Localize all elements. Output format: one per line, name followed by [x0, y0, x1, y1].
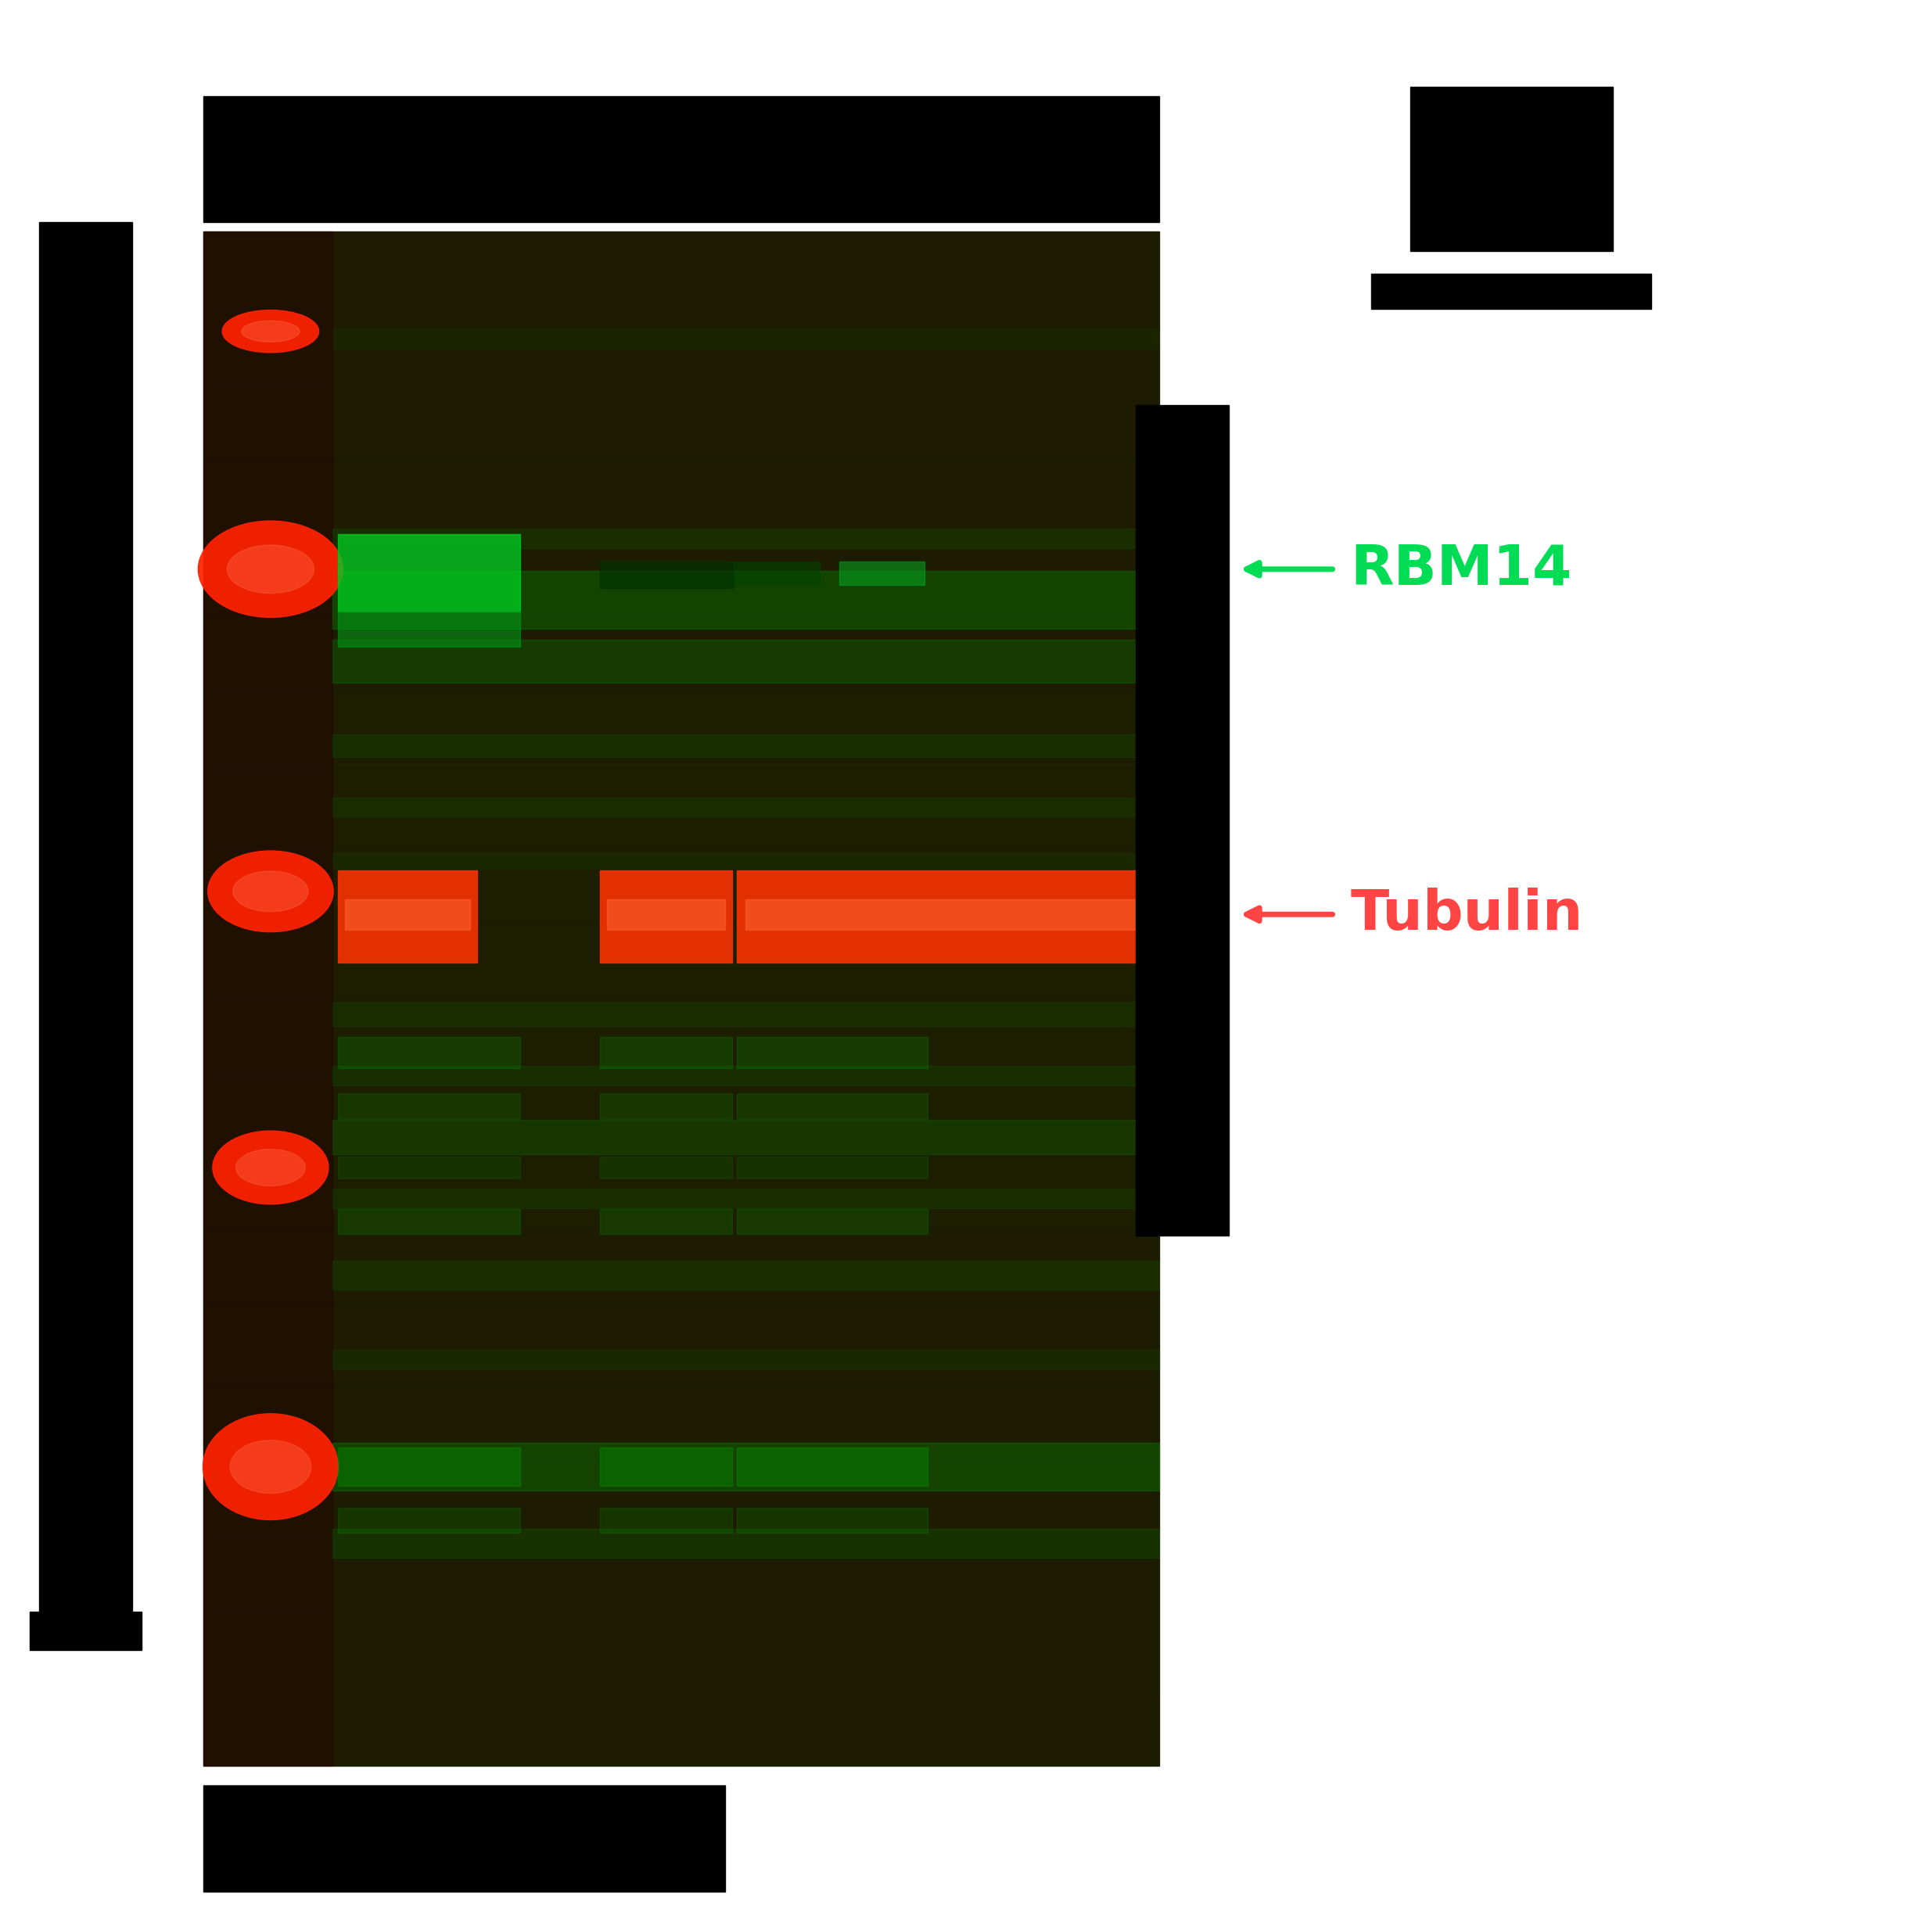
Bar [601, 1156, 732, 1177]
Bar [203, 616, 1159, 693]
Bar [338, 612, 520, 647]
Bar [338, 1156, 520, 1177]
Bar [1410, 87, 1613, 251]
Bar [203, 232, 332, 1766]
Bar [601, 562, 734, 589]
Bar [203, 386, 1159, 461]
Bar [332, 853, 1159, 868]
Bar [203, 693, 1159, 768]
Bar [601, 1507, 732, 1532]
Bar [332, 1002, 1159, 1025]
Bar [736, 870, 1159, 963]
Bar [203, 1229, 1159, 1305]
Bar [601, 1208, 732, 1233]
Ellipse shape [228, 544, 315, 593]
Bar [601, 870, 732, 963]
Bar [736, 1036, 927, 1067]
Bar [838, 562, 925, 585]
Bar [203, 232, 1159, 1766]
Bar [29, 1612, 141, 1650]
Bar [203, 1000, 1159, 1075]
Bar [332, 1065, 1159, 1085]
Bar [736, 1208, 927, 1233]
Bar [332, 571, 1159, 629]
Ellipse shape [209, 851, 334, 932]
Bar [332, 733, 1159, 757]
Ellipse shape [222, 311, 319, 353]
Bar [332, 1260, 1159, 1289]
Bar [203, 1305, 1159, 1382]
Bar [332, 330, 1159, 349]
Bar [338, 1507, 520, 1532]
Bar [203, 1689, 1159, 1766]
Bar [203, 1536, 1159, 1612]
Ellipse shape [213, 1131, 328, 1204]
Bar [203, 923, 1159, 1000]
Bar [601, 1036, 732, 1067]
Bar [203, 538, 1159, 616]
Ellipse shape [234, 870, 309, 911]
Bar [734, 562, 819, 585]
Bar [203, 1459, 1159, 1536]
Bar [332, 641, 1159, 683]
Bar [746, 899, 1151, 930]
Bar [338, 1208, 520, 1233]
Bar [203, 96, 1159, 222]
Bar [332, 1529, 1159, 1558]
Bar [736, 1094, 927, 1119]
Bar [203, 1613, 1159, 1689]
Bar [601, 1448, 732, 1486]
Bar [332, 1189, 1159, 1208]
Bar [203, 1152, 1159, 1229]
Bar [332, 1119, 1159, 1154]
Bar [203, 461, 1159, 538]
Bar [1136, 405, 1229, 1235]
Ellipse shape [242, 320, 299, 342]
Bar [332, 797, 1159, 816]
Bar [203, 1382, 1159, 1459]
Bar [338, 1036, 520, 1067]
Bar [338, 535, 520, 612]
Ellipse shape [203, 1413, 338, 1519]
Text: RBM14: RBM14 [1350, 542, 1573, 596]
Bar [39, 222, 131, 1612]
Bar [736, 1448, 927, 1486]
Ellipse shape [236, 1148, 305, 1185]
Bar [338, 1448, 520, 1486]
Text: Tubulin: Tubulin [1350, 888, 1582, 942]
Bar [203, 1785, 724, 1891]
Bar [607, 899, 724, 930]
Bar [332, 1349, 1159, 1368]
Bar [203, 232, 1159, 309]
Bar [203, 845, 1159, 923]
Bar [338, 1094, 520, 1119]
Bar [203, 1075, 1159, 1152]
Bar [203, 768, 1159, 845]
Bar [736, 1507, 927, 1532]
Bar [1372, 274, 1652, 309]
Bar [203, 309, 1159, 386]
Bar [601, 1094, 732, 1119]
Bar [332, 529, 1159, 548]
Bar [338, 870, 477, 963]
Bar [736, 1156, 927, 1177]
Bar [332, 1442, 1159, 1490]
Ellipse shape [199, 521, 344, 618]
Bar [346, 899, 469, 930]
Ellipse shape [230, 1440, 311, 1494]
